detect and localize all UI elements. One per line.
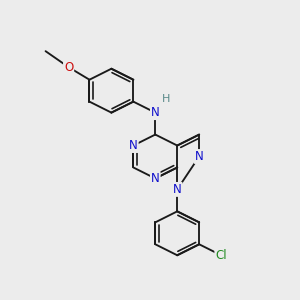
Text: H: H xyxy=(162,94,170,104)
Text: N: N xyxy=(151,172,160,185)
Text: N: N xyxy=(129,139,138,152)
Text: Cl: Cl xyxy=(215,249,227,262)
Text: N: N xyxy=(173,183,182,196)
Text: N: N xyxy=(151,106,160,119)
Text: O: O xyxy=(64,61,73,74)
Text: N: N xyxy=(195,150,204,163)
